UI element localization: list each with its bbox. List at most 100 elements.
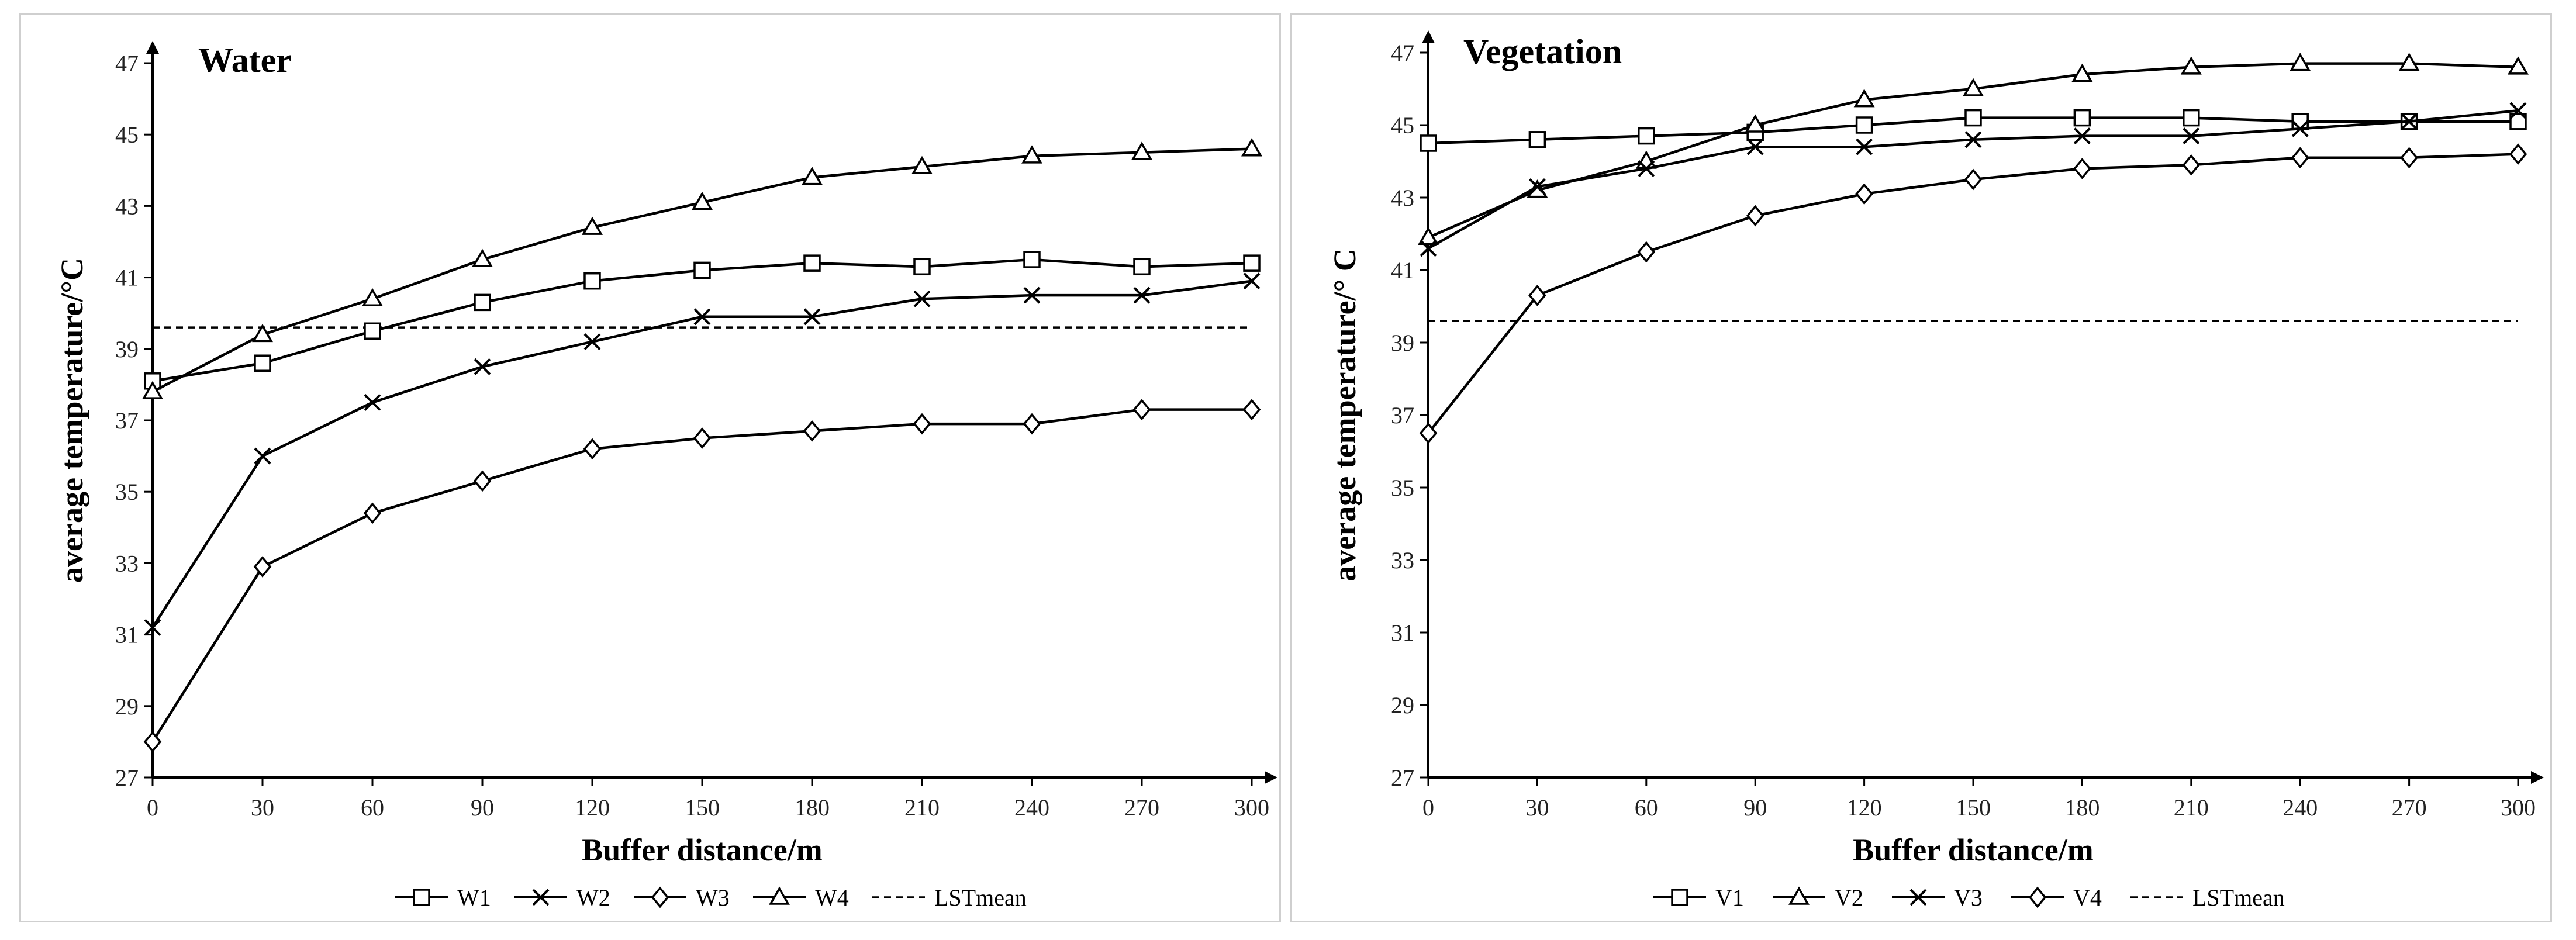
point-v3 bbox=[2509, 102, 2527, 119]
point-v1 bbox=[1964, 109, 1982, 127]
y-tick-label: 29 bbox=[115, 693, 139, 720]
legend-marker bbox=[532, 889, 550, 906]
y-tick-label: 39 bbox=[115, 336, 139, 362]
x-tick-label: 60 bbox=[1635, 794, 1658, 821]
point-v2 bbox=[2398, 53, 2420, 71]
point-v3 bbox=[1856, 138, 1873, 155]
point-w3 bbox=[1242, 399, 1261, 421]
legend-marker bbox=[1671, 889, 1688, 906]
point-v2 bbox=[1745, 114, 1766, 133]
point-v4 bbox=[2182, 154, 2201, 176]
series-line-v4 bbox=[1427, 153, 2519, 434]
legend-label: W3 bbox=[696, 884, 730, 911]
point-w1 bbox=[1133, 258, 1151, 276]
point-v4 bbox=[2509, 143, 2527, 165]
point-v4 bbox=[1746, 205, 1764, 227]
point-v2 bbox=[2180, 56, 2202, 75]
point-w2 bbox=[474, 358, 491, 375]
y-tick-label: 43 bbox=[1391, 185, 1414, 211]
x-tick-label: 0 bbox=[147, 794, 158, 821]
point-v1 bbox=[1855, 116, 1873, 134]
legend-item-v1: V1 bbox=[1653, 884, 1744, 911]
point-v2 bbox=[1418, 226, 1439, 245]
point-v4 bbox=[1528, 285, 1546, 306]
x-tick-label: 0 bbox=[1422, 794, 1434, 821]
point-w2 bbox=[1243, 272, 1261, 290]
point-w3 bbox=[143, 731, 162, 753]
point-w2 bbox=[1023, 286, 1041, 304]
legend-item-v2: V2 bbox=[1773, 884, 1863, 911]
legend-marker bbox=[2028, 886, 2047, 908]
point-w4 bbox=[692, 191, 713, 210]
point-v3 bbox=[2401, 113, 2418, 130]
legend-item-v4: V4 bbox=[2011, 884, 2102, 911]
x-tick-label: 120 bbox=[1847, 794, 1882, 821]
legend-label: V3 bbox=[1954, 884, 1983, 911]
point-v1 bbox=[2183, 109, 2200, 127]
legend-label: V1 bbox=[1715, 884, 1744, 911]
point-v3 bbox=[2073, 127, 2091, 145]
y-axis-title: average temperature/°C bbox=[54, 258, 89, 583]
legend-label: W2 bbox=[576, 884, 610, 911]
point-v4 bbox=[1964, 168, 1983, 191]
y-tick-label: 35 bbox=[115, 479, 139, 505]
point-w2 bbox=[144, 618, 161, 636]
point-w4 bbox=[1021, 145, 1042, 164]
x-tick-label: 300 bbox=[1234, 794, 1269, 821]
y-tick-label: 33 bbox=[1391, 547, 1414, 573]
point-v4 bbox=[1855, 183, 1873, 205]
point-v4 bbox=[1637, 241, 1656, 263]
point-v1 bbox=[1420, 134, 1437, 152]
series-line-w3 bbox=[151, 408, 1252, 743]
point-v4 bbox=[2400, 147, 2418, 169]
point-v3 bbox=[1420, 240, 1437, 257]
x-tick-label: 90 bbox=[471, 794, 494, 821]
x-tick-label: 30 bbox=[251, 794, 274, 821]
y-tick-label: 31 bbox=[1391, 620, 1414, 646]
y-tick-label: 45 bbox=[1391, 112, 1414, 139]
point-w1 bbox=[803, 254, 821, 272]
x-tick-label: 150 bbox=[1956, 794, 1991, 821]
point-v2 bbox=[2290, 53, 2311, 71]
point-v2 bbox=[2071, 63, 2093, 82]
y-tick-label: 27 bbox=[1391, 765, 1414, 791]
point-v4 bbox=[2073, 158, 2091, 179]
x-tick-label: 270 bbox=[2392, 794, 2427, 821]
legend-marker bbox=[413, 889, 430, 906]
point-w4 bbox=[472, 248, 493, 267]
point-w3 bbox=[913, 413, 931, 435]
point-v3 bbox=[1638, 160, 1655, 177]
point-v1 bbox=[1638, 127, 1655, 145]
point-w1 bbox=[583, 272, 601, 290]
point-w1 bbox=[1023, 251, 1041, 268]
y-tick-label: 47 bbox=[115, 50, 139, 77]
point-w3 bbox=[803, 420, 821, 442]
series-w1 bbox=[144, 251, 1261, 390]
point-w4 bbox=[142, 381, 163, 399]
point-w2 bbox=[1133, 286, 1151, 304]
point-v3 bbox=[1964, 131, 1982, 148]
point-v3 bbox=[2291, 120, 2309, 137]
y-tick-label: 37 bbox=[1391, 402, 1414, 428]
point-w2 bbox=[913, 290, 931, 307]
legend-item-w1: W1 bbox=[395, 884, 491, 911]
y-tick-label: 33 bbox=[115, 550, 139, 576]
x-tick-label: 90 bbox=[1743, 794, 1767, 821]
x-tick-label: 270 bbox=[1124, 794, 1159, 821]
x-tick-label: 60 bbox=[361, 794, 384, 821]
legend-item-w2: W2 bbox=[514, 884, 610, 911]
x-axis-arrow bbox=[2531, 771, 2544, 784]
point-w2 bbox=[693, 308, 711, 326]
x-tick-label: 180 bbox=[795, 794, 830, 821]
legend: W1 W2 W3 W4 LSTmean bbox=[395, 884, 1027, 911]
vegetation-chart-panel: Vegetation 0 30 60 90 120 150 180 210 240 270 300 27… bbox=[1290, 13, 2552, 922]
series-w4 bbox=[142, 138, 1262, 399]
point-w4 bbox=[362, 288, 383, 307]
water-chart: Water 0 30 60 90 120 150 180 210 240 270 300 27 29 31 3… bbox=[54, 41, 1277, 911]
point-w4 bbox=[252, 323, 273, 343]
x-tick-label: 120 bbox=[575, 794, 610, 821]
point-w3 bbox=[693, 427, 712, 449]
point-w4 bbox=[582, 216, 603, 235]
point-w3 bbox=[253, 556, 272, 578]
point-w1 bbox=[1243, 254, 1261, 272]
